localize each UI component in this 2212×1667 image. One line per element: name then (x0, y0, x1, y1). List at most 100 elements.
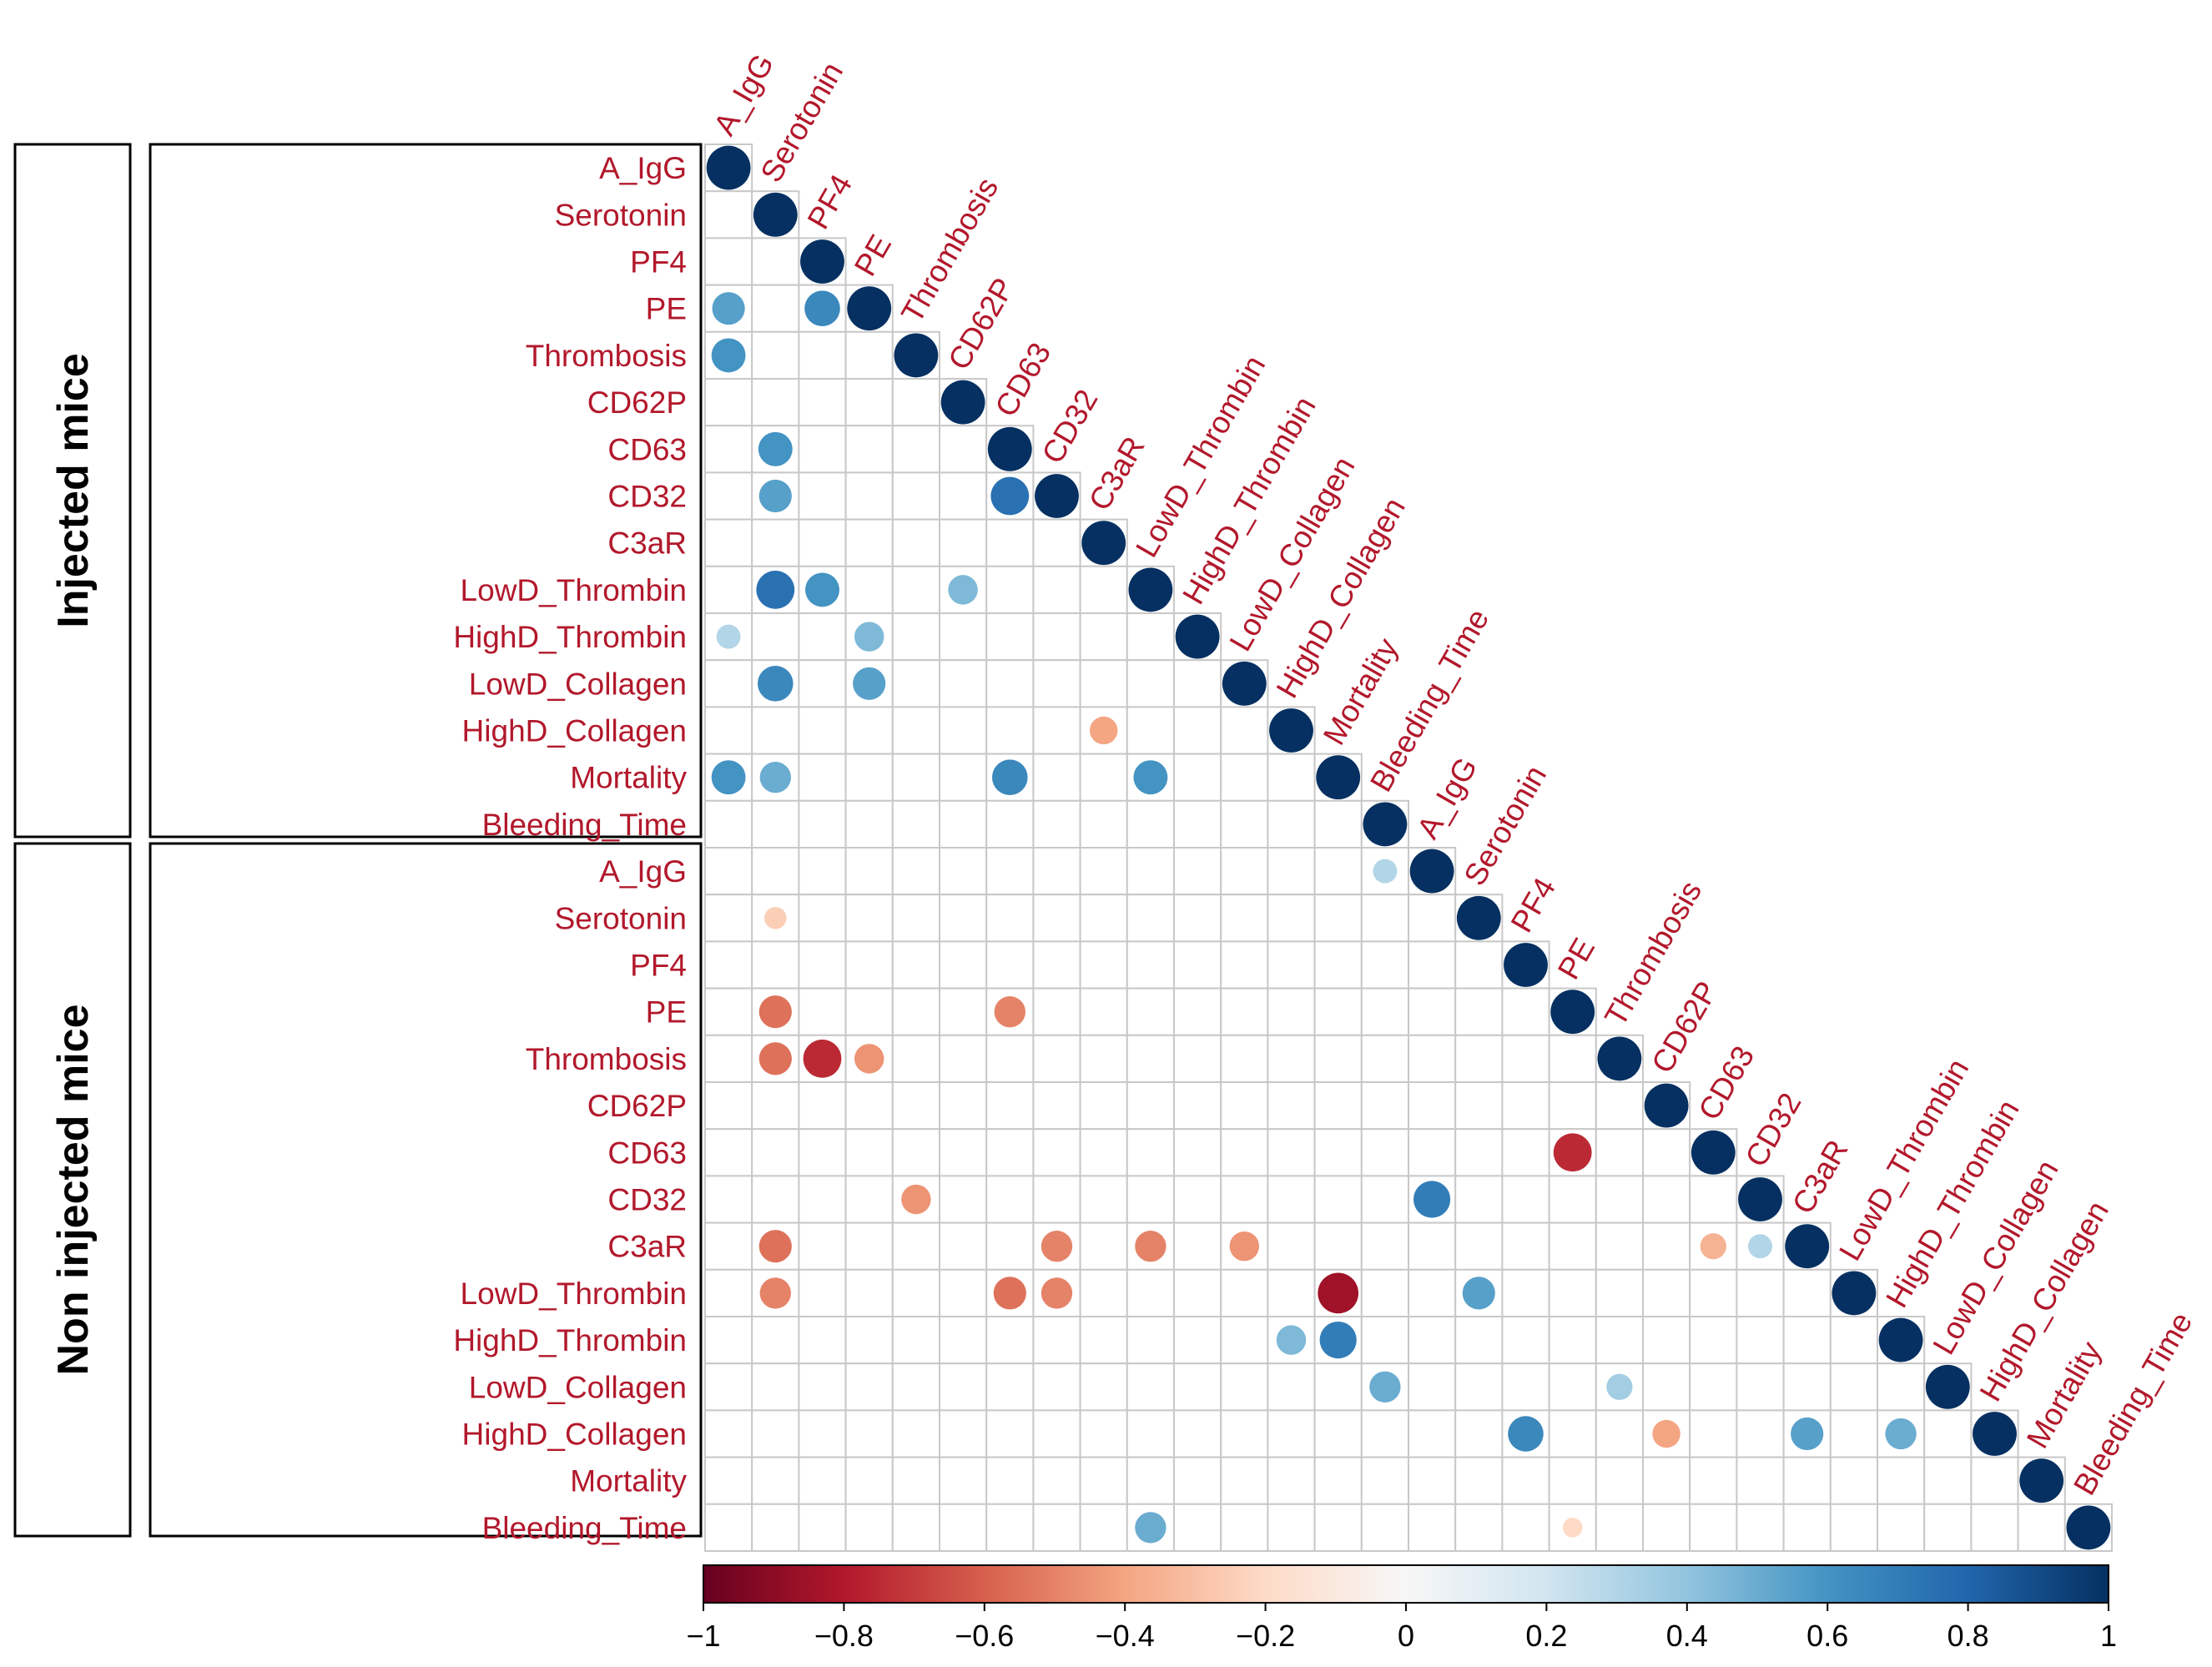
group-boxes (13, 143, 703, 1538)
grid-cell (1032, 1316, 1081, 1365)
grid-cell (1126, 1456, 1176, 1505)
grid-cell (1595, 1316, 1645, 1365)
grid-cell (1595, 1456, 1645, 1505)
column-label: C3aR (1786, 1134, 1855, 1219)
row-label: Serotonin (555, 901, 687, 935)
grid-cell (704, 425, 753, 474)
grid-cell (751, 612, 800, 662)
correlation-circle (758, 1230, 792, 1263)
grid-cell (939, 706, 988, 755)
grid-cell (1173, 1175, 1222, 1224)
grid-cell (1454, 1503, 1504, 1553)
correlation-circle (990, 476, 1030, 516)
grid-cell (1126, 612, 1176, 662)
row-label: Mortality (570, 761, 687, 795)
grid-cell (1313, 799, 1363, 849)
grid-cell (1736, 1362, 1785, 1412)
grid-cell (1408, 1362, 1457, 1412)
grid-cell (751, 799, 800, 849)
diagonal-circle (706, 145, 751, 190)
grid-cell (1313, 1456, 1363, 1505)
row-label: C3aR (607, 1230, 687, 1264)
grid-cell (1079, 987, 1128, 1036)
grid-cell (1689, 1316, 1738, 1365)
row-labels: A_IgG Serotonin PF4 PE Thrombosis CD62P CD63 CD… (453, 151, 687, 1545)
grid-cell (1126, 1362, 1176, 1412)
grid-cell (985, 1175, 1035, 1224)
grid-cell (1079, 799, 1128, 849)
row-label: CD62P (587, 1089, 687, 1123)
correlation-circle (1229, 1231, 1260, 1262)
grid-cell (891, 987, 941, 1036)
grid-cell (751, 940, 800, 990)
diagonal-circle (1597, 1036, 1642, 1081)
grid-cell (1313, 847, 1363, 896)
correlation-circle (853, 667, 886, 700)
correlation-circle (1369, 1371, 1401, 1403)
grid-cell (1173, 1128, 1222, 1177)
correlation-circle (854, 1044, 884, 1074)
grid-cell (1595, 1128, 1645, 1177)
grid-cell (751, 1175, 800, 1224)
correlation-circle (1748, 1234, 1772, 1259)
grid-cell (704, 1362, 753, 1412)
grid-cell (1548, 1034, 1597, 1084)
grid-cell (939, 847, 988, 896)
grid-cell (1126, 1175, 1176, 1224)
grid-cell (985, 1316, 1035, 1365)
grid-cell (1173, 940, 1222, 990)
diagonal-circle (1925, 1364, 1970, 1409)
grid-cell (891, 1503, 941, 1553)
diagonal-circle (753, 192, 798, 237)
column-label: HighD_Thrombin (1176, 390, 1322, 610)
correlation-circle (803, 1040, 842, 1078)
grid-cell (704, 1268, 753, 1318)
grid-cell (1313, 1128, 1363, 1177)
grid-cell (1642, 1221, 1691, 1271)
colorbar-tick-label: −1 (686, 1619, 720, 1653)
correlation-circle (1508, 1416, 1544, 1452)
grid-cell (891, 425, 941, 474)
grid-cell (939, 1268, 988, 1318)
grid-cell (798, 1456, 847, 1505)
grid-cell (1126, 847, 1176, 896)
grid-cell (1548, 1362, 1597, 1412)
grid-cell (1173, 1221, 1222, 1271)
grid-cell (1032, 565, 1081, 614)
row-label: CD62P (587, 385, 687, 420)
column-label: CD32 (1739, 1087, 1808, 1172)
grid-cell (1126, 1316, 1176, 1365)
grid-cell (1032, 612, 1081, 662)
row-label: HighD_Thrombin (453, 1323, 687, 1357)
grid-cell (704, 237, 753, 286)
row-label: A_IgG (599, 151, 687, 185)
group-box-noninjected-labels (149, 842, 703, 1538)
grid-cell (1454, 1362, 1504, 1412)
column-label: PE (1551, 932, 1601, 985)
grid-cell (891, 471, 941, 521)
correlation-circle (1652, 1419, 1680, 1448)
grid-cell (1454, 1221, 1504, 1271)
grid-cell (751, 1316, 800, 1365)
grid-cell (1079, 1316, 1128, 1365)
colorbar: −1 −0.8 −0.6 −0.4 −0.2 0 0.2 0.4 0.6 0.8 1 (686, 1564, 2117, 1653)
correlation-circle (1700, 1233, 1726, 1260)
grid-cell (1032, 659, 1081, 708)
grid-cell (939, 1221, 988, 1271)
grid-cell (1220, 1081, 1269, 1131)
grid-cell (1454, 1316, 1504, 1365)
grid-cell (1079, 1362, 1128, 1412)
colorbar-ticks: −1 −0.8 −0.6 −0.4 −0.2 0 0.2 0.4 0.6 0.8 1 (686, 1603, 2117, 1653)
grid-cell (1501, 1268, 1550, 1318)
correlation-circle (759, 762, 791, 793)
grid-cell (1923, 1409, 1973, 1458)
grid-cell (798, 1362, 847, 1412)
grid-cell (1548, 1175, 1597, 1224)
grid-cell (1079, 565, 1128, 614)
grid-cell (844, 1081, 894, 1131)
row-label: PF4 (630, 245, 687, 280)
grid-cell (1220, 753, 1269, 802)
grid-cell (985, 1081, 1035, 1131)
grid-cell (1829, 1503, 1879, 1553)
grid-cell (985, 1456, 1035, 1505)
